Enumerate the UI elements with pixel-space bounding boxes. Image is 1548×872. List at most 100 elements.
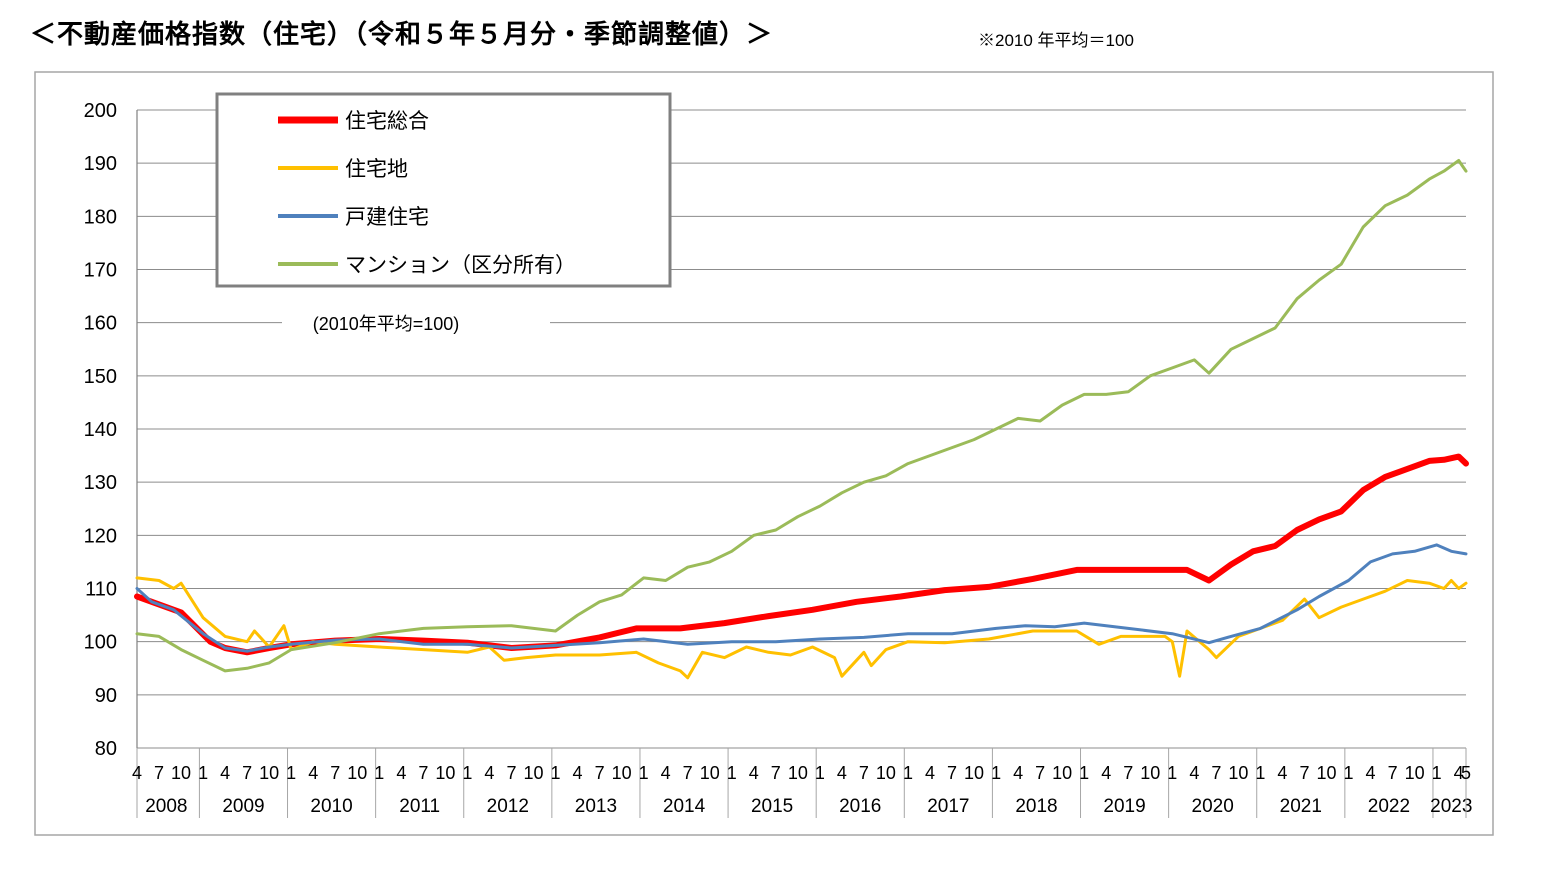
year-label: 2023 [1430, 796, 1472, 817]
month-tick-label: 7 [1299, 763, 1309, 783]
month-tick-label: 4 [1454, 763, 1464, 783]
year-label: 2010 [310, 796, 352, 817]
month-tick-label: 4 [1101, 763, 1111, 783]
y-tick-label: 180 [84, 206, 117, 228]
month-tick-label: 4 [1013, 763, 1023, 783]
month-tick-label: 4 [1366, 763, 1376, 783]
y-tick-label: 150 [84, 366, 117, 388]
series-lines [134, 159, 1469, 680]
month-tick-label: 7 [1035, 763, 1045, 783]
month-tick-label: 4 [573, 763, 583, 783]
month-tick-label: 4 [661, 763, 671, 783]
legend-label: マンション（区分所有） [345, 254, 576, 277]
year-label: 2009 [222, 796, 264, 817]
month-tick-label: 10 [612, 763, 632, 783]
month-tick-label: 10 [523, 763, 543, 783]
year-label: 2013 [575, 796, 617, 817]
month-tick-label: 7 [683, 763, 693, 783]
index-base-note: ※2010 年平均＝100 [978, 31, 1134, 50]
y-tick-label: 130 [84, 472, 117, 494]
month-tick-label: 10 [1405, 763, 1425, 783]
month-tick-label: 5 [1461, 763, 1471, 783]
month-tick-label: 7 [595, 763, 605, 783]
month-tick-label: 7 [1388, 763, 1398, 783]
month-tick-label: 4 [1189, 763, 1199, 783]
month-tick-label: 4 [749, 763, 759, 783]
y-tick-label: 170 [84, 260, 117, 282]
month-tick-label: 1 [286, 763, 296, 783]
month-tick-label: 4 [220, 763, 230, 783]
legend-box [215, 92, 672, 288]
month-tick-label: 1 [462, 763, 472, 783]
year-label: 2017 [927, 796, 969, 817]
month-tick-label: 7 [242, 763, 252, 783]
month-tick-label: 1 [1167, 763, 1177, 783]
month-tick-label: 4 [1277, 763, 1287, 783]
month-tick-label: 10 [964, 763, 984, 783]
month-tick-label: 7 [330, 763, 340, 783]
month-tick-label: 7 [418, 763, 428, 783]
month-tick-label: 10 [700, 763, 720, 783]
month-tick-label: 7 [771, 763, 781, 783]
month-tick-label: 10 [1228, 763, 1248, 783]
year-label: 2016 [839, 796, 881, 817]
month-tick-label: 4 [925, 763, 935, 783]
y-tick-label: 80 [95, 738, 117, 760]
series-line [135, 543, 1468, 653]
month-tick-label: 1 [815, 763, 825, 783]
month-tick-label: 1 [639, 763, 649, 783]
month-tick-label: 1 [991, 763, 1001, 783]
legend-label: 住宅地 [345, 158, 408, 181]
month-tick-label: 7 [506, 763, 516, 783]
legend-label: 住宅総合 [345, 110, 429, 133]
month-tick-label: 4 [132, 763, 142, 783]
axes: 8090100110120130140150160170180190200200… [84, 100, 1472, 818]
y-tick-label: 100 [84, 632, 117, 654]
month-tick-label: 1 [1432, 763, 1442, 783]
month-tick-label: 1 [903, 763, 913, 783]
month-tick-label: 1 [551, 763, 561, 783]
month-tick-label: 4 [396, 763, 406, 783]
year-label: 2022 [1368, 796, 1410, 817]
month-tick-label: 10 [1052, 763, 1072, 783]
page-title: ＜不動産価格指数（住宅）（令和５年５月分・季節調整値）＞ [30, 20, 774, 50]
y-tick-label: 140 [84, 419, 117, 441]
y-tick-label: 200 [84, 100, 117, 122]
year-label: 2014 [663, 796, 706, 817]
annotation-background [282, 312, 550, 336]
month-tick-label: 7 [1123, 763, 1133, 783]
month-tick-label: 10 [259, 763, 279, 783]
y-tick-label: 190 [84, 153, 117, 175]
y-tick-label: 120 [84, 525, 117, 547]
month-tick-label: 10 [1316, 763, 1336, 783]
year-label: 2020 [1192, 796, 1234, 817]
year-label: 2011 [399, 796, 440, 817]
month-tick-label: 7 [859, 763, 869, 783]
month-tick-label: 4 [484, 763, 494, 783]
month-tick-label: 1 [1255, 763, 1265, 783]
month-tick-label: 1 [374, 763, 384, 783]
month-tick-label: 7 [1211, 763, 1221, 783]
month-tick-label: 10 [435, 763, 455, 783]
year-label: 2015 [751, 796, 793, 817]
base-year-annotation: (2010年平均=100) [313, 314, 460, 334]
month-tick-label: 7 [947, 763, 957, 783]
year-label: 2019 [1103, 796, 1145, 817]
y-tick-label: 110 [85, 579, 117, 601]
year-label: 2012 [487, 796, 529, 817]
month-tick-label: 7 [154, 763, 164, 783]
month-tick-label: 1 [198, 763, 208, 783]
month-tick-label: 4 [308, 763, 318, 783]
month-tick-label: 10 [1140, 763, 1160, 783]
month-tick-label: 1 [1344, 763, 1354, 783]
legend-label: 戸建住宅 [345, 206, 429, 229]
month-tick-label: 10 [171, 763, 191, 783]
year-label: 2018 [1015, 796, 1057, 817]
month-tick-label: 10 [347, 763, 367, 783]
series-line [135, 159, 1468, 673]
month-tick-label: 10 [876, 763, 896, 783]
y-tick-label: 160 [84, 313, 117, 335]
month-tick-label: 1 [1079, 763, 1089, 783]
